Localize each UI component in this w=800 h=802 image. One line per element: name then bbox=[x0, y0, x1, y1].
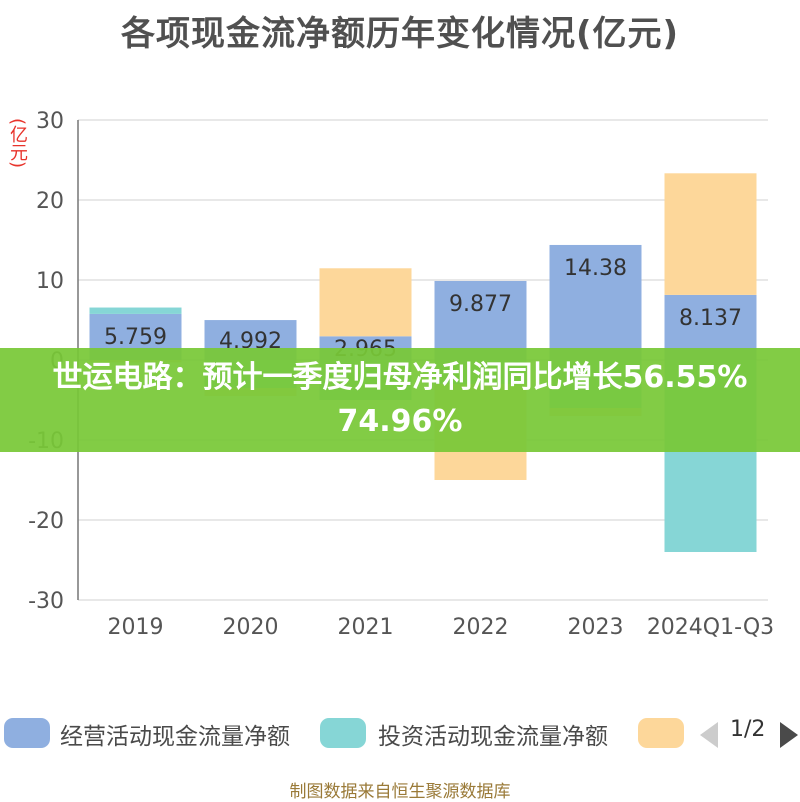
y-tick-label: 20 bbox=[36, 189, 64, 214]
data-label: 9.877 bbox=[449, 292, 512, 317]
bar-2024Q1-Q3-series-2 bbox=[664, 173, 757, 295]
data-label: 8.137 bbox=[679, 306, 742, 331]
chart-title: 各项现金流净额历年变化情况(亿元) bbox=[120, 14, 680, 54]
legend-swatch-operating bbox=[4, 718, 50, 748]
y-axis-unit-label: (亿元) bbox=[7, 118, 28, 169]
y-tick-label: -20 bbox=[28, 509, 64, 534]
data-source-note: 制图数据来自恒生聚源数据库 bbox=[289, 782, 511, 802]
y-tick-label: 10 bbox=[36, 269, 64, 294]
legend-next-page-icon[interactable] bbox=[780, 722, 798, 748]
data-label: 5.759 bbox=[104, 325, 167, 350]
headline-text[interactable]: 世运电路：预计一季度归母净利润同比增长56.55%74.96% bbox=[52, 360, 748, 439]
x-tick-label: 2021 bbox=[338, 615, 394, 640]
bar-2019-series-1 bbox=[89, 307, 182, 314]
chart-legend: 经营活动现金流量净额 投资活动现金流量净额 1/2 bbox=[0, 712, 800, 758]
x-tick-label: 2020 bbox=[223, 615, 279, 640]
bar-2022-series-0 bbox=[434, 280, 527, 360]
x-tick-label: 2019 bbox=[108, 615, 164, 640]
x-tick-label: 2022 bbox=[453, 615, 509, 640]
x-tick-label: 2023 bbox=[568, 615, 624, 640]
y-tick-label: -30 bbox=[28, 589, 64, 614]
legend-swatch-investing bbox=[320, 718, 366, 748]
bar-2021-series-2 bbox=[319, 268, 412, 337]
bar-2023-series-0 bbox=[549, 244, 642, 360]
legend-swatch-financing bbox=[638, 718, 684, 748]
data-label: 14.38 bbox=[564, 256, 627, 281]
news-headline-banner[interactable]: 世运电路：预计一季度归母净利润同比增长56.55%74.96% bbox=[0, 348, 800, 452]
legend-page-indicator: 1/2 bbox=[730, 717, 766, 742]
legend-label-operating: 经营活动现金流量净额 bbox=[60, 724, 290, 750]
x-tick-label: 2024Q1-Q3 bbox=[647, 615, 774, 640]
legend-label-investing: 投资活动现金流量净额 bbox=[378, 724, 608, 750]
y-tick-label: 30 bbox=[36, 109, 64, 134]
legend-prev-page-icon[interactable] bbox=[700, 722, 718, 748]
